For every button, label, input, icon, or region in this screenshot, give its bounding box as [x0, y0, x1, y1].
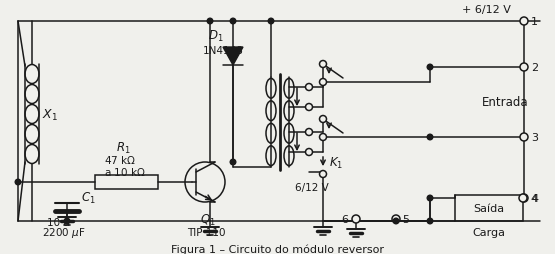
Polygon shape [223, 48, 243, 66]
Circle shape [305, 149, 312, 156]
Circle shape [207, 19, 213, 25]
Text: $R_1$: $R_1$ [116, 140, 130, 155]
Text: $D_1$: $D_1$ [208, 28, 224, 43]
Circle shape [427, 195, 433, 201]
Circle shape [320, 116, 326, 123]
Text: Entrada: Entrada [482, 96, 528, 109]
Bar [455, 195, 523, 221]
Text: 1N4148: 1N4148 [203, 46, 244, 56]
Text: 2200 $\mu$F: 2200 $\mu$F [42, 225, 85, 239]
Circle shape [320, 79, 326, 86]
Text: Figura 1 – Circuito do módulo reversor: Figura 1 – Circuito do módulo reversor [171, 244, 384, 254]
Text: $K_1$: $K_1$ [329, 155, 343, 170]
Bar [95, 175, 158, 189]
Text: TIP 110: TIP 110 [187, 227, 225, 237]
Circle shape [64, 218, 70, 224]
Text: 5: 5 [402, 214, 409, 224]
Circle shape [393, 218, 399, 224]
Text: 1: 1 [531, 17, 538, 27]
Circle shape [352, 215, 360, 223]
Circle shape [520, 194, 528, 202]
Text: 4: 4 [530, 193, 537, 203]
Text: 47 k$\Omega$: 47 k$\Omega$ [104, 153, 136, 165]
Circle shape [392, 215, 400, 223]
Circle shape [305, 129, 312, 136]
Text: 4: 4 [531, 193, 538, 203]
Circle shape [520, 18, 528, 26]
Circle shape [427, 135, 433, 140]
Circle shape [305, 104, 312, 111]
Text: 2: 2 [531, 63, 538, 73]
Text: 6: 6 [341, 214, 348, 224]
Text: a 10 k$\Omega$: a 10 k$\Omega$ [104, 165, 145, 177]
Circle shape [320, 171, 326, 178]
Text: $Q_1$: $Q_1$ [200, 212, 216, 227]
Text: Saída: Saída [473, 203, 504, 213]
Circle shape [15, 180, 21, 185]
Circle shape [320, 134, 326, 141]
Text: $C_1$: $C_1$ [81, 190, 95, 205]
Circle shape [320, 61, 326, 68]
Text: 6/12 V: 6/12 V [295, 182, 329, 192]
Circle shape [268, 19, 274, 25]
Circle shape [230, 19, 236, 25]
Circle shape [427, 65, 433, 71]
Circle shape [520, 133, 528, 141]
Text: 10 a: 10 a [47, 217, 70, 227]
Text: + 6/12 V: + 6/12 V [462, 5, 511, 15]
Circle shape [230, 160, 236, 165]
Circle shape [519, 194, 527, 202]
Circle shape [520, 64, 528, 72]
Circle shape [305, 84, 312, 91]
Text: Carga: Carga [472, 227, 506, 237]
Text: $X_1$: $X_1$ [42, 107, 58, 122]
Circle shape [427, 218, 433, 224]
Text: 3: 3 [531, 133, 538, 142]
